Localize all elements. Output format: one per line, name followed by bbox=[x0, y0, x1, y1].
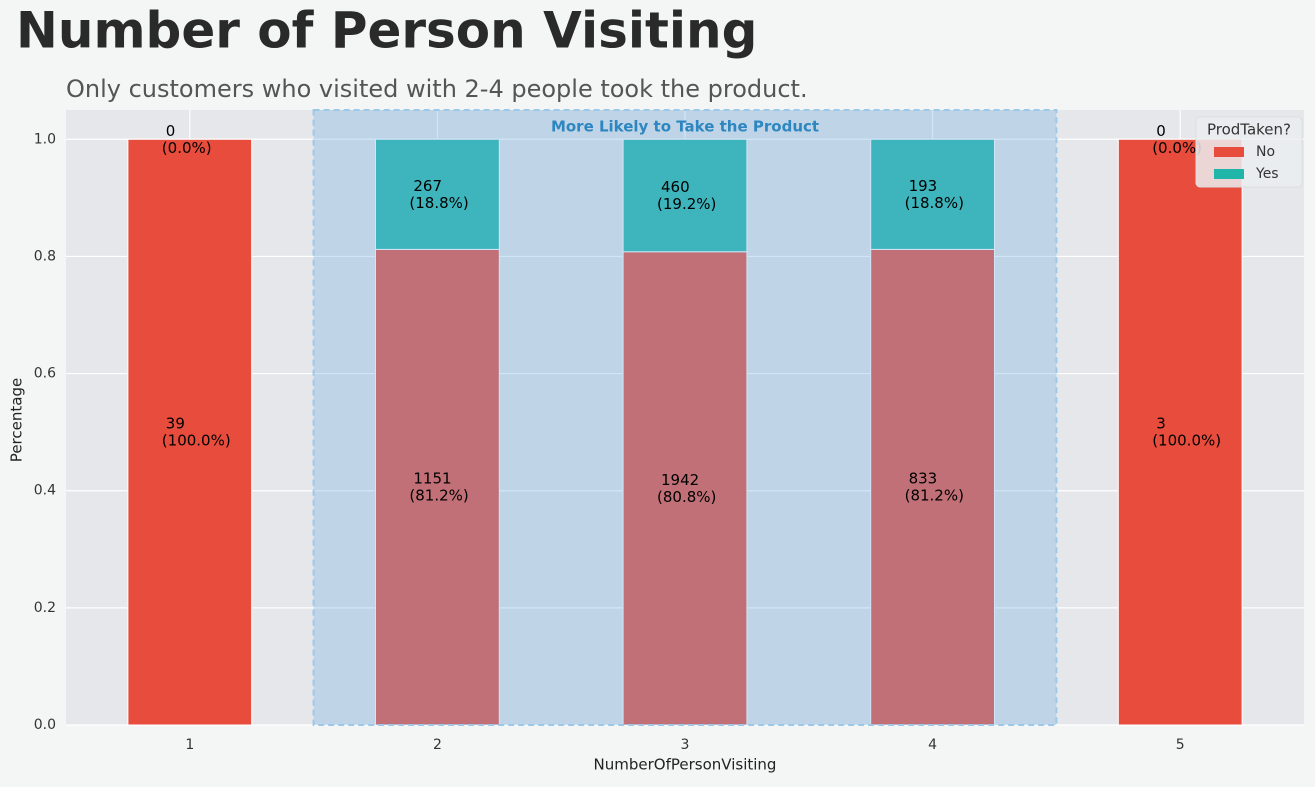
data-label-percent: (100.0%) bbox=[1152, 432, 1221, 450]
legend-label: No bbox=[1256, 144, 1275, 160]
data-label-count: 39 bbox=[166, 415, 185, 433]
data-label-percent: (100.0%) bbox=[162, 432, 231, 450]
bar-segment bbox=[1117, 138, 1243, 726]
y-tick-label: 0.4 bbox=[34, 483, 56, 499]
data-label-count: 0 bbox=[166, 122, 176, 140]
data-label-count: 267 bbox=[413, 177, 442, 195]
y-tick-label: 1.0 bbox=[34, 131, 56, 147]
bar-segment bbox=[622, 138, 748, 253]
bar-segment bbox=[127, 138, 253, 726]
x-axis-label: NumberOfPersonVisiting bbox=[594, 756, 777, 774]
data-label-count: 460 bbox=[661, 178, 690, 196]
data-label-percent: (18.8%) bbox=[905, 194, 964, 212]
y-axis-label: Percentage bbox=[8, 378, 26, 462]
legend-title: ProdTaken? bbox=[1207, 121, 1291, 139]
bar-segment bbox=[622, 251, 748, 726]
legend-swatch bbox=[1214, 169, 1244, 179]
data-label-count: 1151 bbox=[413, 470, 451, 488]
data-label-count: 193 bbox=[909, 177, 938, 195]
y-tick-label: 0.2 bbox=[34, 600, 56, 616]
highlight-label: More Likely to Take the Product bbox=[551, 118, 819, 136]
data-label-count: 1942 bbox=[661, 471, 699, 489]
bar-segment bbox=[375, 248, 500, 726]
chart-subtitle: Only customers who visited with 2-4 peop… bbox=[66, 75, 808, 103]
data-label-percent: (18.8%) bbox=[409, 194, 468, 212]
x-tick-label: 5 bbox=[1176, 737, 1185, 753]
y-tick-label: 0.8 bbox=[34, 248, 56, 264]
data-label-percent: (81.2%) bbox=[905, 487, 964, 505]
bar-segment bbox=[870, 138, 996, 250]
data-label-percent: (0.0%) bbox=[162, 139, 212, 157]
data-label-percent: (81.2%) bbox=[409, 487, 468, 505]
data-label-percent: (0.0%) bbox=[1152, 139, 1202, 157]
y-tick-label: 0.0 bbox=[34, 717, 56, 733]
x-tick-label: 4 bbox=[928, 737, 937, 753]
data-label-percent: (19.2%) bbox=[657, 195, 716, 213]
data-label-count: 833 bbox=[909, 470, 938, 488]
highlight-region bbox=[312, 109, 1058, 726]
data-label-count: 0 bbox=[1156, 122, 1166, 140]
legend-label: Yes bbox=[1255, 166, 1279, 182]
bar-segment bbox=[870, 248, 996, 726]
y-tick-label: 0.6 bbox=[34, 366, 56, 382]
x-tick-label: 2 bbox=[433, 737, 442, 753]
data-label-percent: (80.8%) bbox=[657, 488, 716, 506]
x-tick-label: 3 bbox=[681, 737, 690, 753]
data-label-count: 3 bbox=[1156, 415, 1166, 433]
legend-swatch bbox=[1214, 147, 1244, 157]
chart-title: Number of Person Visiting bbox=[16, 2, 757, 60]
bar-segment bbox=[375, 138, 500, 250]
x-tick-label: 1 bbox=[185, 737, 194, 753]
